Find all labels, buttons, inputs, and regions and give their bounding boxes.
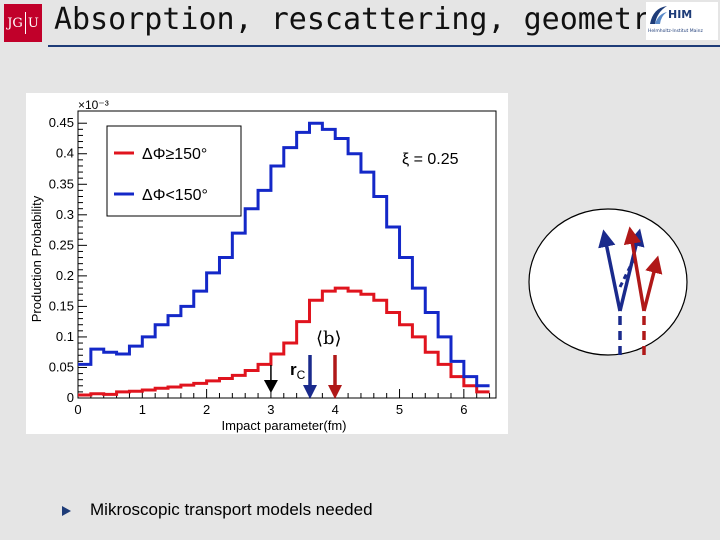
rc-annotation: rC: [290, 360, 306, 382]
jgu-logo-text-jg: JG: [7, 15, 23, 31]
plot-frame: [77, 110, 497, 399]
y-tick-label: 0.35: [49, 176, 74, 191]
x-tick-label: 6: [460, 402, 467, 417]
y-tick-label: 0.2: [56, 268, 74, 283]
chart-axes: 0 0.05 0.1 0.15 0.2 0.25 0.3 0.35 0.4 0.45 0 1 2 3 4 5 6: [49, 110, 497, 417]
x-axis-label: Impact parameter(fm): [222, 418, 347, 433]
y-tick-label: 0: [67, 390, 74, 405]
nucleus-circle: [528, 208, 688, 356]
rc-annotation-r: r: [290, 360, 297, 379]
jgu-logo-text-u: U: [27, 15, 39, 31]
series-1-histogram: [78, 121, 490, 388]
legend-box: [106, 125, 242, 217]
blue-scattering-dashed-line: [618, 254, 638, 288]
y-tick-label: 0.15: [49, 298, 74, 313]
y-tick-label: 0.3: [56, 207, 74, 222]
xi-annotation: ξ = 0.25: [402, 151, 459, 168]
y-tick-label: 0.1: [56, 329, 74, 344]
nucleus-diagram: [528, 208, 688, 357]
x-tick-label: 1: [139, 402, 146, 417]
blue-marker-arrow-icon: [303, 385, 317, 399]
red-marker-arrow-icon: [328, 385, 342, 399]
chart-markers: [263, 355, 342, 399]
y-tick-label: 0.45: [49, 115, 74, 130]
x-tick-label: 0: [74, 402, 81, 417]
red-outgoing-arrow-right: [642, 255, 663, 312]
jgu-logo: JG U: [4, 4, 42, 42]
slide-title: Absorption, rescattering, geometry…: [54, 2, 687, 37]
legend-label-0: ΔΦ≥150°: [142, 146, 207, 163]
blue-outgoing-arrow-left: [598, 229, 622, 312]
him-logo: HIM Helmholtz-Institut Mainz: [646, 2, 718, 40]
y-tick-label: 0.4: [56, 146, 74, 161]
bullet-text: Mikroscopic transport models needed: [90, 500, 373, 519]
rc-annotation-sub: C: [297, 368, 306, 382]
y-tick-label: 0.05: [49, 359, 74, 374]
title-underline: [48, 45, 720, 47]
bullet-marker-icon: [62, 506, 71, 516]
red-outgoing-arrow-left: [623, 226, 646, 312]
x-tick-label: 4: [332, 402, 339, 417]
chart-background: [26, 93, 508, 434]
rc-marker-arrow-icon: [263, 380, 278, 393]
legend-label-1: ΔΦ<150°: [142, 187, 208, 204]
him-logo-subtitle: Helmholtz-Institut Mainz: [648, 29, 703, 34]
production-probability-chart: 0 0.05 0.1 0.15 0.2 0.25 0.3 0.35 0.4 0.45 0 1 2 3 4 5 6…: [26, 93, 508, 434]
x-tick-label: 3: [267, 402, 274, 417]
y-axis-multiplier: ×10⁻³: [78, 98, 109, 112]
series-0-histogram: [78, 286, 490, 397]
him-swoosh-icon: [650, 6, 667, 24]
chart-series: [78, 121, 490, 397]
chart-legend: ΔΦ≥150° ΔΦ<150°: [106, 125, 242, 217]
x-tick-label: 5: [396, 402, 403, 417]
him-logo-name: HIM: [668, 8, 693, 21]
y-tick-label: 0.25: [49, 237, 74, 252]
y-axis-label: Production Probability: [29, 195, 44, 322]
mean-b-annotation: ⟨b⟩: [316, 328, 342, 349]
jgu-logo-divider: [24, 12, 26, 34]
x-tick-label: 2: [203, 402, 210, 417]
